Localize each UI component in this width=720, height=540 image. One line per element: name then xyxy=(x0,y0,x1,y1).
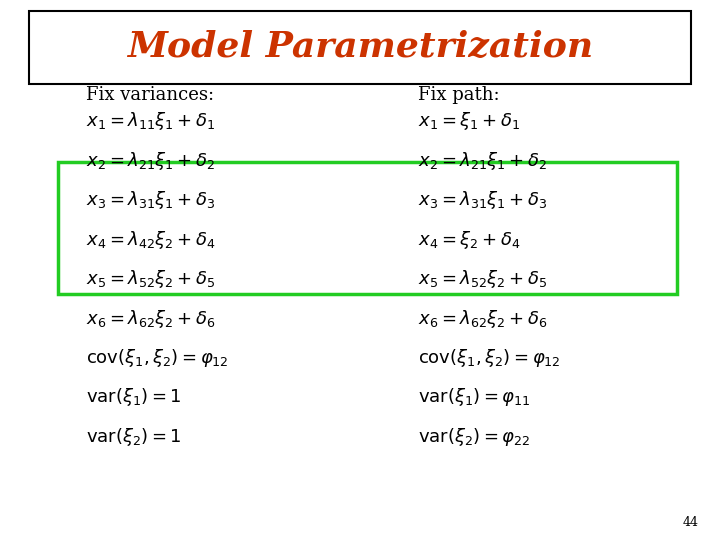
Text: $x_4 = \lambda_{42}\xi_2 + \delta_4$: $x_4 = \lambda_{42}\xi_2 + \delta_4$ xyxy=(86,229,216,251)
Text: $x_2 = \lambda_{21}\xi_1 + \delta_2$: $x_2 = \lambda_{21}\xi_1 + \delta_2$ xyxy=(86,150,216,172)
Text: $x_5 = \lambda_{52}\xi_2 + \delta_5$: $x_5 = \lambda_{52}\xi_2 + \delta_5$ xyxy=(418,268,547,290)
Text: $\mathrm{var}(\xi_2) = \varphi_{22}$: $\mathrm{var}(\xi_2) = \varphi_{22}$ xyxy=(418,426,530,448)
Text: $\mathrm{cov}(\xi_1, \xi_2) = \varphi_{12}$: $\mathrm{cov}(\xi_1, \xi_2) = \varphi_{1… xyxy=(418,347,560,369)
Text: $x_6 = \lambda_{62}\xi_2 + \delta_6$: $x_6 = \lambda_{62}\xi_2 + \delta_6$ xyxy=(86,308,216,329)
Text: Model Parametrization: Model Parametrization xyxy=(127,30,593,64)
Bar xyxy=(58,162,677,294)
Text: 44: 44 xyxy=(683,516,698,529)
Text: $x_6 = \lambda_{62}\xi_2 + \delta_6$: $x_6 = \lambda_{62}\xi_2 + \delta_6$ xyxy=(418,308,547,329)
Text: Fix variances:: Fix variances: xyxy=(86,85,215,104)
Text: $x_2 = \lambda_{21}\xi_1 + \delta_2$: $x_2 = \lambda_{21}\xi_1 + \delta_2$ xyxy=(418,150,547,172)
Text: $x_5 = \lambda_{52}\xi_2 + \delta_5$: $x_5 = \lambda_{52}\xi_2 + \delta_5$ xyxy=(86,268,216,290)
Text: $x_1 = \xi_1 + \delta_1$: $x_1 = \xi_1 + \delta_1$ xyxy=(418,111,520,132)
Text: $x_1 = \lambda_{11}\xi_1 + \delta_1$: $x_1 = \lambda_{11}\xi_1 + \delta_1$ xyxy=(86,111,216,132)
Text: $\mathrm{var}(\xi_2) = 1$: $\mathrm{var}(\xi_2) = 1$ xyxy=(86,426,182,448)
Text: $x_3 = \lambda_{31}\xi_1 + \delta_3$: $x_3 = \lambda_{31}\xi_1 + \delta_3$ xyxy=(418,190,547,211)
Text: $\mathrm{var}(\xi_1) = 1$: $\mathrm{var}(\xi_1) = 1$ xyxy=(86,387,182,408)
Text: Fix path:: Fix path: xyxy=(418,85,499,104)
Text: $x_4 = \xi_2 + \delta_4$: $x_4 = \xi_2 + \delta_4$ xyxy=(418,229,521,251)
Text: $\mathrm{var}(\xi_1) = \varphi_{11}$: $\mathrm{var}(\xi_1) = \varphi_{11}$ xyxy=(418,387,530,408)
Text: $\mathrm{cov}(\xi_1, \xi_2) = \varphi_{12}$: $\mathrm{cov}(\xi_1, \xi_2) = \varphi_{1… xyxy=(86,347,229,369)
Bar xyxy=(29,11,691,84)
Text: $x_3 = \lambda_{31}\xi_1 + \delta_3$: $x_3 = \lambda_{31}\xi_1 + \delta_3$ xyxy=(86,190,216,211)
